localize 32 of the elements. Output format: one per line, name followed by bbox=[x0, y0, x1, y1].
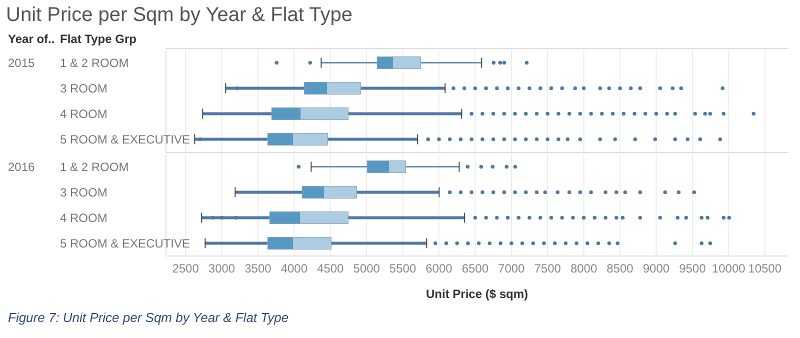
x-tick-label: 2500 bbox=[172, 262, 200, 276]
x-tick-label: 9000 bbox=[642, 262, 670, 276]
x-tick-label: 3500 bbox=[244, 262, 272, 276]
y-tick-label: 5 ROOM & EXECUTIVE bbox=[60, 132, 190, 146]
y-tick-label: 3 ROOM bbox=[60, 81, 108, 96]
y-tick-label: 3 ROOM bbox=[60, 185, 108, 200]
x-axis-title: Unit Price ($ sqm) bbox=[426, 287, 528, 301]
x-tick-label: 7000 bbox=[498, 262, 526, 276]
x-tick-label: 7500 bbox=[534, 262, 562, 276]
x-tick-label: 6000 bbox=[426, 262, 453, 276]
x-tick-label: 9500 bbox=[679, 262, 706, 276]
caption: Figure 7: Unit Price per Sqm by Year & Flat Type bbox=[8, 310, 290, 325]
y-axis-title: 2016 bbox=[8, 160, 36, 174]
text: Flat Type Grp bbox=[60, 32, 136, 46]
x-tick-label: 4500 bbox=[317, 262, 344, 276]
x-tick-label: 10000 bbox=[712, 262, 746, 276]
y-tick-label: 5 ROOM & EXECUTIVE bbox=[60, 236, 190, 250]
y-tick-label: 4 ROOM bbox=[60, 106, 108, 121]
x-tick-label: 3000 bbox=[208, 262, 236, 276]
x-tick-label: 5500 bbox=[389, 262, 416, 276]
text: Year of.. bbox=[8, 32, 56, 46]
x-tick-label: 4000 bbox=[280, 262, 308, 276]
x-tick-label: 5000 bbox=[353, 262, 380, 276]
x-tick-label: 8000 bbox=[570, 262, 598, 276]
y-tick-label: 1 & 2 ROOM bbox=[60, 56, 129, 70]
x-tick-label: 10500 bbox=[748, 262, 782, 276]
y-tick-label: 4 ROOM bbox=[60, 210, 108, 225]
chart-title: Unit Price per Sqm by Year & Flat Type bbox=[6, 4, 352, 27]
y-tick-label: 1 & 2 ROOM bbox=[60, 160, 129, 174]
x-tick-label: 6500 bbox=[462, 262, 489, 276]
y-axis-title: 2015 bbox=[8, 56, 36, 70]
x-tick-label: 8500 bbox=[606, 262, 634, 276]
